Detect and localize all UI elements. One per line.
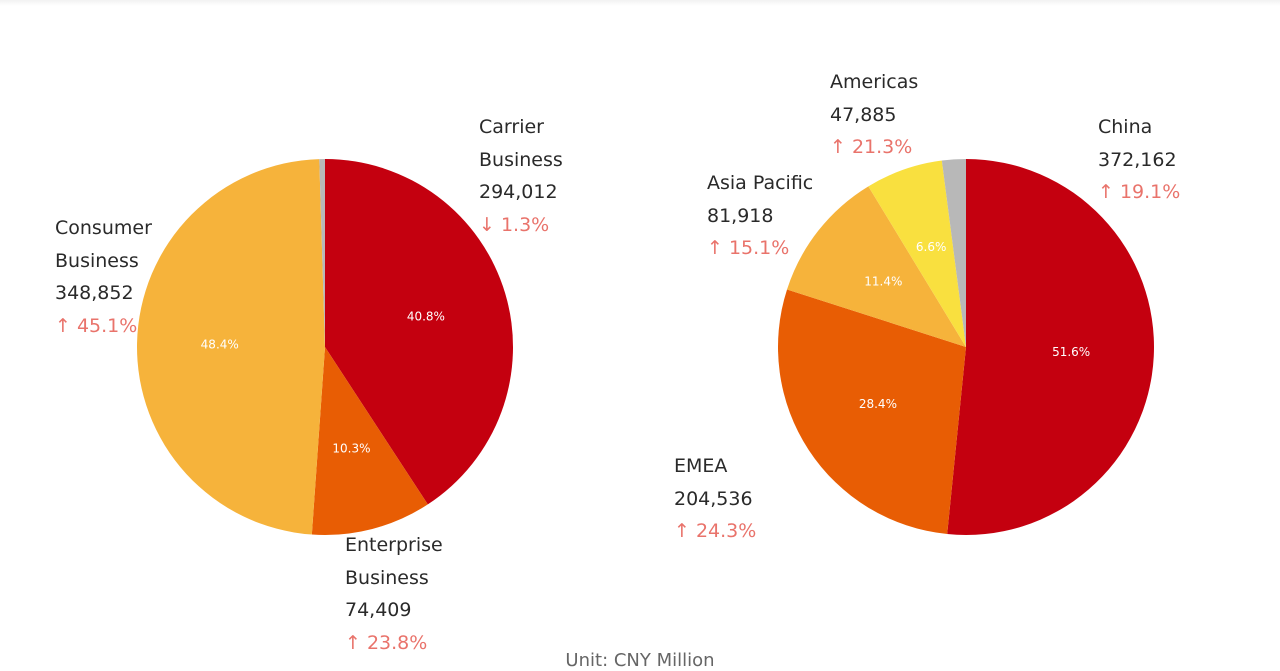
enterprise-value: 74,409 [345,599,412,621]
pie-percent-label-1-2: 11.4% [864,274,902,288]
asia-pacific-change: ↑ 15.1% [707,237,790,259]
enterprise-name-line1: Enterprise [345,534,443,556]
emea-callout: EMEA 204,536 ↑ 24.3% [674,450,756,548]
china-callout: China 372,162 ↑ 19.1% [1098,111,1180,209]
china-name: China [1098,116,1153,138]
pie-percent-label-0-0: 40.8% [407,309,445,323]
pie-slice-0-3 [319,159,325,347]
pie-slice-1-1 [777,289,966,535]
americas-value: 47,885 [830,103,897,126]
consumer-change: ↑ 45.1% [55,314,138,337]
pie-slice-0-1 [311,347,428,535]
asia-pacific-callout: Asia Pacific 81,918 ↑ 15.1% [707,167,813,265]
pie-slice-0-2 [137,159,325,535]
americas-change: ↑ 21.3% [830,136,913,158]
americas-name: Americas [830,71,919,93]
emea-change: ↑ 24.3% [674,520,757,542]
pie-slice-1-4 [941,159,966,347]
consumer-name-line2: Business [55,249,139,272]
pie-percent-label-1-3: 6.6% [916,240,947,254]
consumer-value: 348,852 [55,282,134,304]
top-shadow-strip [0,0,1280,6]
emea-value: 204,536 [674,487,753,510]
pie-percent-label-1-0: 51.6% [1052,345,1090,359]
pie-slice-0-0 [325,159,514,505]
pie-slice-1-3 [868,160,966,347]
business-pie-chart: 40.8% 10.3% 48.4% [137,159,514,535]
carrier-value: 294,012 [479,181,558,203]
pie-slice-1-2 [787,186,966,347]
asia-pacific-value: 81,918 [707,204,774,227]
consumer-business-callout: Consumer Business 348,852 ↑ 45.1% [55,212,152,342]
pie-slice-1-0 [947,159,1155,536]
pie-percent-label-0-2: 48.4% [201,337,239,351]
enterprise-change: ↑ 23.8% [345,631,428,654]
carrier-business-callout: Carrier Business 294,012 ↓ 1.3% [479,111,563,241]
asia-pacific-name: Asia Pacific [707,172,814,194]
china-value: 372,162 [1098,148,1177,171]
enterprise-business-callout: Enterprise Business 74,409 ↑ 23.8% [345,529,443,659]
consumer-name-line1: Consumer [55,217,152,239]
americas-callout: Americas 47,885 ↑ 21.3% [830,66,918,164]
carrier-name-line2: Business [479,148,563,171]
china-change: ↑ 19.1% [1098,181,1181,203]
emea-name: EMEA [674,455,728,477]
pie-percent-label-1-1: 28.4% [859,397,897,411]
pie-percent-label-0-1: 10.3% [332,441,370,455]
carrier-change: ↓ 1.3% [479,213,550,236]
unit-label: Unit: CNY Million [565,650,715,671]
carrier-name-line1: Carrier [479,116,544,138]
region-pie-chart: 51.6% 28.4% 11.4% 6.6% [777,159,1155,536]
enterprise-name-line2: Business [345,566,429,589]
